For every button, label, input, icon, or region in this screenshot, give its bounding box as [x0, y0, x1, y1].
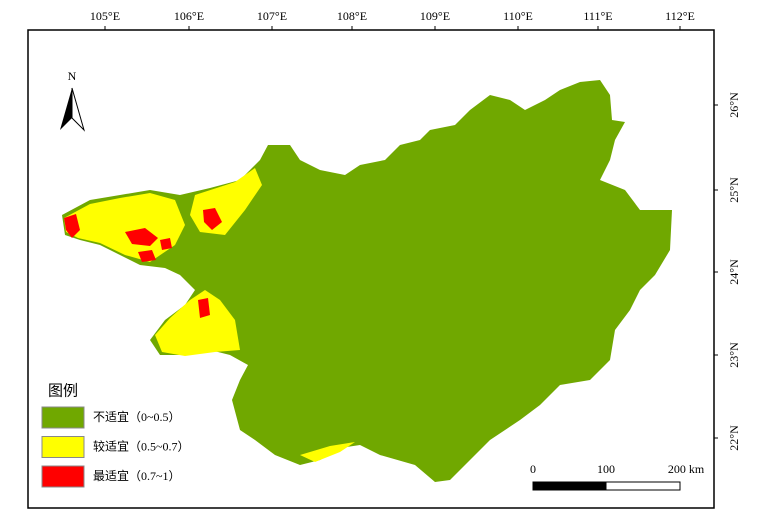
optimal-area: [138, 250, 156, 262]
legend-title: 图例: [48, 382, 78, 399]
suitable-area: [155, 290, 240, 356]
longitude-label: 109°E: [420, 9, 450, 23]
longitude-label: 107°E: [257, 9, 287, 23]
scale-label: 0: [530, 462, 536, 476]
optimal-area: [64, 214, 80, 238]
latitude-label: 25°N: [727, 177, 741, 203]
longitude-label: 105°E: [90, 9, 120, 23]
north-arrow: [60, 88, 72, 130]
optimal-area: [203, 208, 222, 230]
legend-label: 不适宜（0~0.5）: [93, 409, 181, 424]
legend-swatch: [41, 465, 85, 488]
legend-label: 较适宜（0.5~0.7）: [93, 438, 190, 453]
optimal-area: [125, 228, 158, 246]
north-label: N: [68, 69, 77, 83]
latitude-label: 24°N: [727, 259, 741, 285]
optimal-area: [198, 298, 210, 318]
scale-label: 200 km: [668, 462, 705, 476]
scale-bar: [605, 481, 681, 491]
legend-label: 最适宜（0.7~1）: [93, 468, 181, 483]
legend-swatch: [41, 406, 85, 429]
scale-label: 100: [597, 462, 615, 476]
longitude-label: 110°E: [503, 9, 533, 23]
latitude-label: 23°N: [727, 342, 741, 368]
north-arrow: [71, 87, 86, 132]
longitude-label: 106°E: [174, 9, 204, 23]
longitude-label: 112°E: [665, 9, 695, 23]
optimal-area: [160, 238, 172, 250]
longitude-label: 111°E: [583, 9, 612, 23]
region-outline: [62, 80, 672, 482]
latitude-label: 22°N: [727, 425, 741, 451]
scale-bar: [532, 481, 607, 491]
legend-swatch: [41, 436, 85, 458]
latitude-label: 26°N: [727, 92, 741, 118]
land: [62, 80, 672, 482]
longitude-label: 108°E: [337, 9, 367, 23]
suitable-area: [64, 193, 185, 262]
suitable-area: [300, 442, 355, 462]
